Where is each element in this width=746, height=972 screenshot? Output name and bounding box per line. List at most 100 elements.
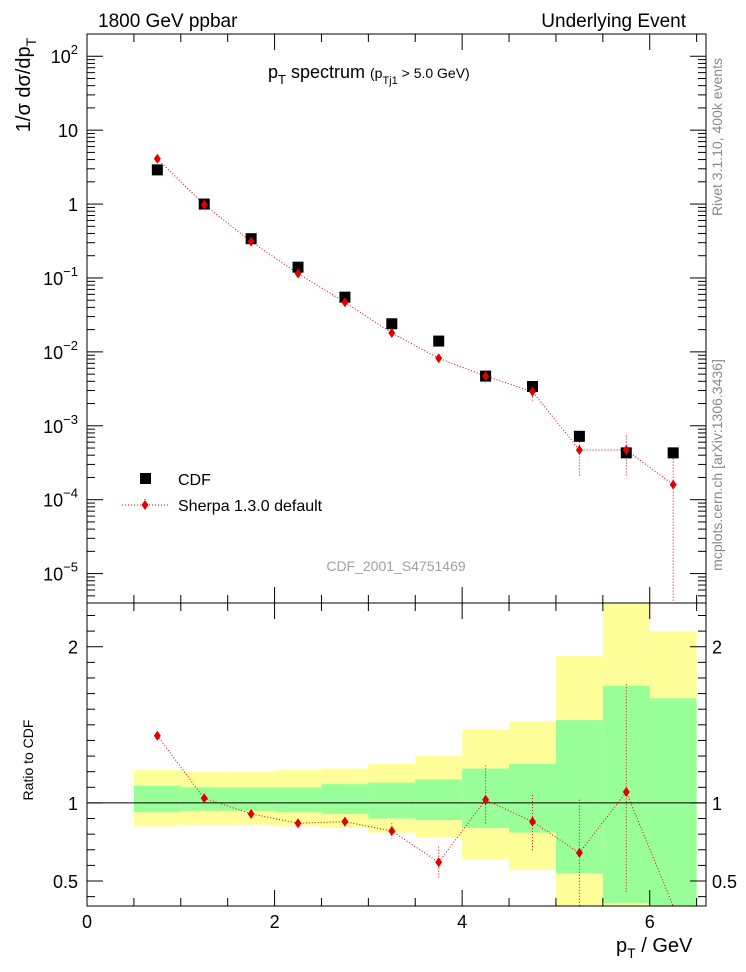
sherpa-point <box>435 353 443 364</box>
x-tick-label: 2 <box>270 912 280 932</box>
tick-exponent: −1 <box>63 264 78 279</box>
legend: CDF Sherpa 1.3.0 default <box>122 472 323 515</box>
title-cut-sub: Tj1 <box>382 75 397 87</box>
x-tick-label: 6 <box>645 912 655 932</box>
ratio-point <box>528 816 536 827</box>
legend-cdf-marker <box>140 473 151 484</box>
sherpa-point <box>200 199 208 210</box>
tick-base: 1 <box>68 195 78 215</box>
green-band-bin <box>133 785 181 813</box>
sherpa-line <box>156 158 674 486</box>
x-axis-label: pT / GeV <box>616 935 693 961</box>
tick-exponent: −5 <box>63 560 78 575</box>
ratio-frame <box>86 602 707 907</box>
x-tick-label: 4 <box>457 912 467 932</box>
sherpa-point <box>482 371 490 382</box>
main-y-tick-label: 10−5 <box>43 560 78 585</box>
cdf-point <box>339 291 351 303</box>
title-p: p <box>268 62 278 82</box>
xlabel-subscript: T <box>627 945 636 961</box>
cdf-point <box>667 447 679 459</box>
ylabel-subscript: T <box>23 37 39 46</box>
ratio-y-tick-label-right: 1 <box>712 794 722 814</box>
legend-sherpa-marker <box>141 500 149 510</box>
tick-exponent: −4 <box>63 486 78 501</box>
ratio-point <box>435 857 443 868</box>
ratio-y-tick-label: 2 <box>68 638 78 658</box>
tick-base: 10 <box>51 47 71 67</box>
main-y-tick-label: 10−3 <box>43 412 78 437</box>
ratio-point <box>247 808 255 819</box>
title-cut-rest: > 5.0 GeV) <box>398 65 470 81</box>
cdf-point <box>386 318 398 330</box>
ratio-x-tick-labels: 0 2 4 6 <box>82 912 655 932</box>
ratio-y-tick-label: 0.5 <box>53 872 78 892</box>
legend-cdf-label: CDF <box>178 472 211 489</box>
ratio-line-path <box>156 735 674 907</box>
main-y-tick-label: 102 <box>51 42 78 67</box>
ratio-point <box>482 794 490 805</box>
green-band-bin <box>555 720 603 874</box>
tick-base: 10 <box>43 417 63 437</box>
tick-base: 10 <box>43 269 63 289</box>
tick-exponent: 2 <box>71 42 78 57</box>
xlabel-p: p <box>616 935 627 957</box>
header-right-label: Underlying Event <box>541 11 686 32</box>
green-band-bin <box>368 782 416 819</box>
tick-base: 10 <box>43 565 63 585</box>
sherpa-point <box>341 297 349 308</box>
main-y-tick-label: 10−2 <box>43 338 78 363</box>
green-band-bin <box>321 784 369 814</box>
ratio-ylabel: Ratio to CDF <box>20 720 36 801</box>
main-panel: 1/σ dσ/dpT pT spectrum (pTj1 > 5.0 GeV) … <box>13 33 707 604</box>
sherpa-line-path <box>156 158 674 486</box>
sherpa-error-bars <box>156 157 674 603</box>
sherpa-point <box>247 236 255 247</box>
analysis-watermark: CDF_2001_S4751469 <box>326 558 466 574</box>
ratio-y-tick-labels: 0.5 0.5 1 1 2 2 <box>53 638 737 892</box>
title-cut-open: (p <box>370 65 383 81</box>
ylabel-prefix: 1/ <box>13 115 35 132</box>
ratio-point <box>200 793 208 804</box>
tick-exponent: −3 <box>63 412 78 427</box>
green-band-bin <box>274 787 322 813</box>
main-title: pT spectrum (pTj1 > 5.0 GeV) <box>268 62 470 87</box>
rivet-version-label: Rivet 3.1.10, 400k events <box>709 58 725 216</box>
cdf-point <box>433 335 445 347</box>
main-y-tick-label: 10−1 <box>43 264 78 289</box>
ylabel-rest: dσ/dp <box>13 46 35 103</box>
cdf-point <box>151 164 163 176</box>
cdf-point <box>292 261 304 273</box>
green-band-bin <box>649 698 697 906</box>
sherpa-point <box>294 268 302 279</box>
legend-sherpa-label: Sherpa 1.3.0 default <box>178 498 323 515</box>
sherpa-points <box>153 153 677 490</box>
ratio-point <box>622 786 630 797</box>
sherpa-point <box>153 153 161 164</box>
mcplots-label: mcplots.cern.ch [arXiv:1306.3436] <box>709 359 725 571</box>
tick-base: 10 <box>58 121 78 141</box>
ratio-point <box>575 847 583 858</box>
sherpa-point <box>388 328 396 339</box>
main-y-tick-label: 1 <box>68 195 78 215</box>
green-band-bin <box>227 787 275 811</box>
green-band-bin <box>415 779 463 821</box>
xlabel-unit: / GeV <box>636 935 693 957</box>
main-y-ticks <box>87 33 706 604</box>
title-rest: spectrum <box>286 62 370 82</box>
sherpa-point <box>575 445 583 456</box>
ratio-point <box>153 730 161 741</box>
ratio-point <box>341 816 349 827</box>
main-ylabel: 1/σ dσ/dpT <box>13 37 39 132</box>
ratio-point <box>294 818 302 829</box>
title-p-sub: T <box>278 72 286 87</box>
ratio-green-band <box>133 685 697 906</box>
sherpa-point <box>669 479 677 490</box>
sherpa-point <box>622 445 630 456</box>
ratio-y-ticks <box>87 614 706 898</box>
cdf-point <box>526 380 538 392</box>
main-y-tick-label: 10 <box>58 121 78 141</box>
tick-base: 10 <box>43 491 63 511</box>
